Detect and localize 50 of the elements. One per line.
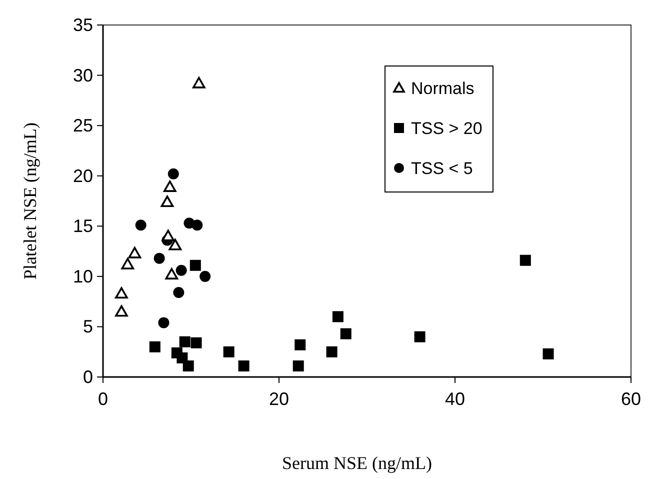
x-axis-title: Serum NSE (ng/mL)	[282, 453, 432, 473]
y-tick-label: 20	[72, 166, 93, 186]
y-tick-label: 5	[82, 316, 93, 337]
point	[115, 287, 128, 299]
point	[128, 246, 142, 258]
y-tick-label: 0	[82, 367, 93, 387]
point	[168, 168, 179, 180]
point	[200, 270, 211, 282]
point	[190, 337, 202, 348]
point	[163, 180, 176, 192]
point	[165, 268, 178, 280]
point	[162, 230, 175, 242]
point	[135, 220, 146, 231]
point	[115, 305, 128, 317]
point	[192, 76, 206, 88]
y-tick-label: 10	[72, 266, 93, 286]
point	[158, 317, 170, 328]
point	[173, 287, 184, 298]
x-tick-label: 20	[268, 389, 290, 409]
legend-label: Normals	[411, 79, 474, 98]
point	[520, 254, 531, 266]
point	[292, 360, 304, 372]
point	[192, 220, 203, 231]
legend-label: TSS > 20	[411, 119, 482, 138]
x-tick-label: 0	[98, 389, 108, 409]
x-tick-label: 40	[444, 389, 466, 409]
point	[149, 341, 160, 352]
x-tick-label: 60	[620, 389, 642, 409]
point	[326, 346, 338, 358]
point	[294, 339, 306, 350]
point	[179, 336, 190, 348]
point	[121, 258, 134, 270]
y-tick-label: 35	[72, 15, 93, 35]
point	[340, 328, 352, 340]
point	[332, 311, 344, 322]
point	[176, 264, 187, 276]
y-tick-label: 30	[72, 65, 93, 86]
y-tick-label: 15	[72, 216, 93, 236]
point	[190, 260, 201, 271]
point	[168, 238, 182, 250]
point	[176, 352, 188, 364]
legend-label: TSS < 5	[411, 159, 473, 178]
point	[238, 360, 250, 372]
point	[414, 331, 426, 342]
point	[542, 348, 554, 360]
point	[154, 252, 165, 264]
point	[223, 346, 234, 358]
y-axis-title: Platelet NSE (ng/mL)	[20, 122, 40, 280]
point	[160, 196, 174, 208]
y-tick-label: 25	[72, 116, 93, 136]
